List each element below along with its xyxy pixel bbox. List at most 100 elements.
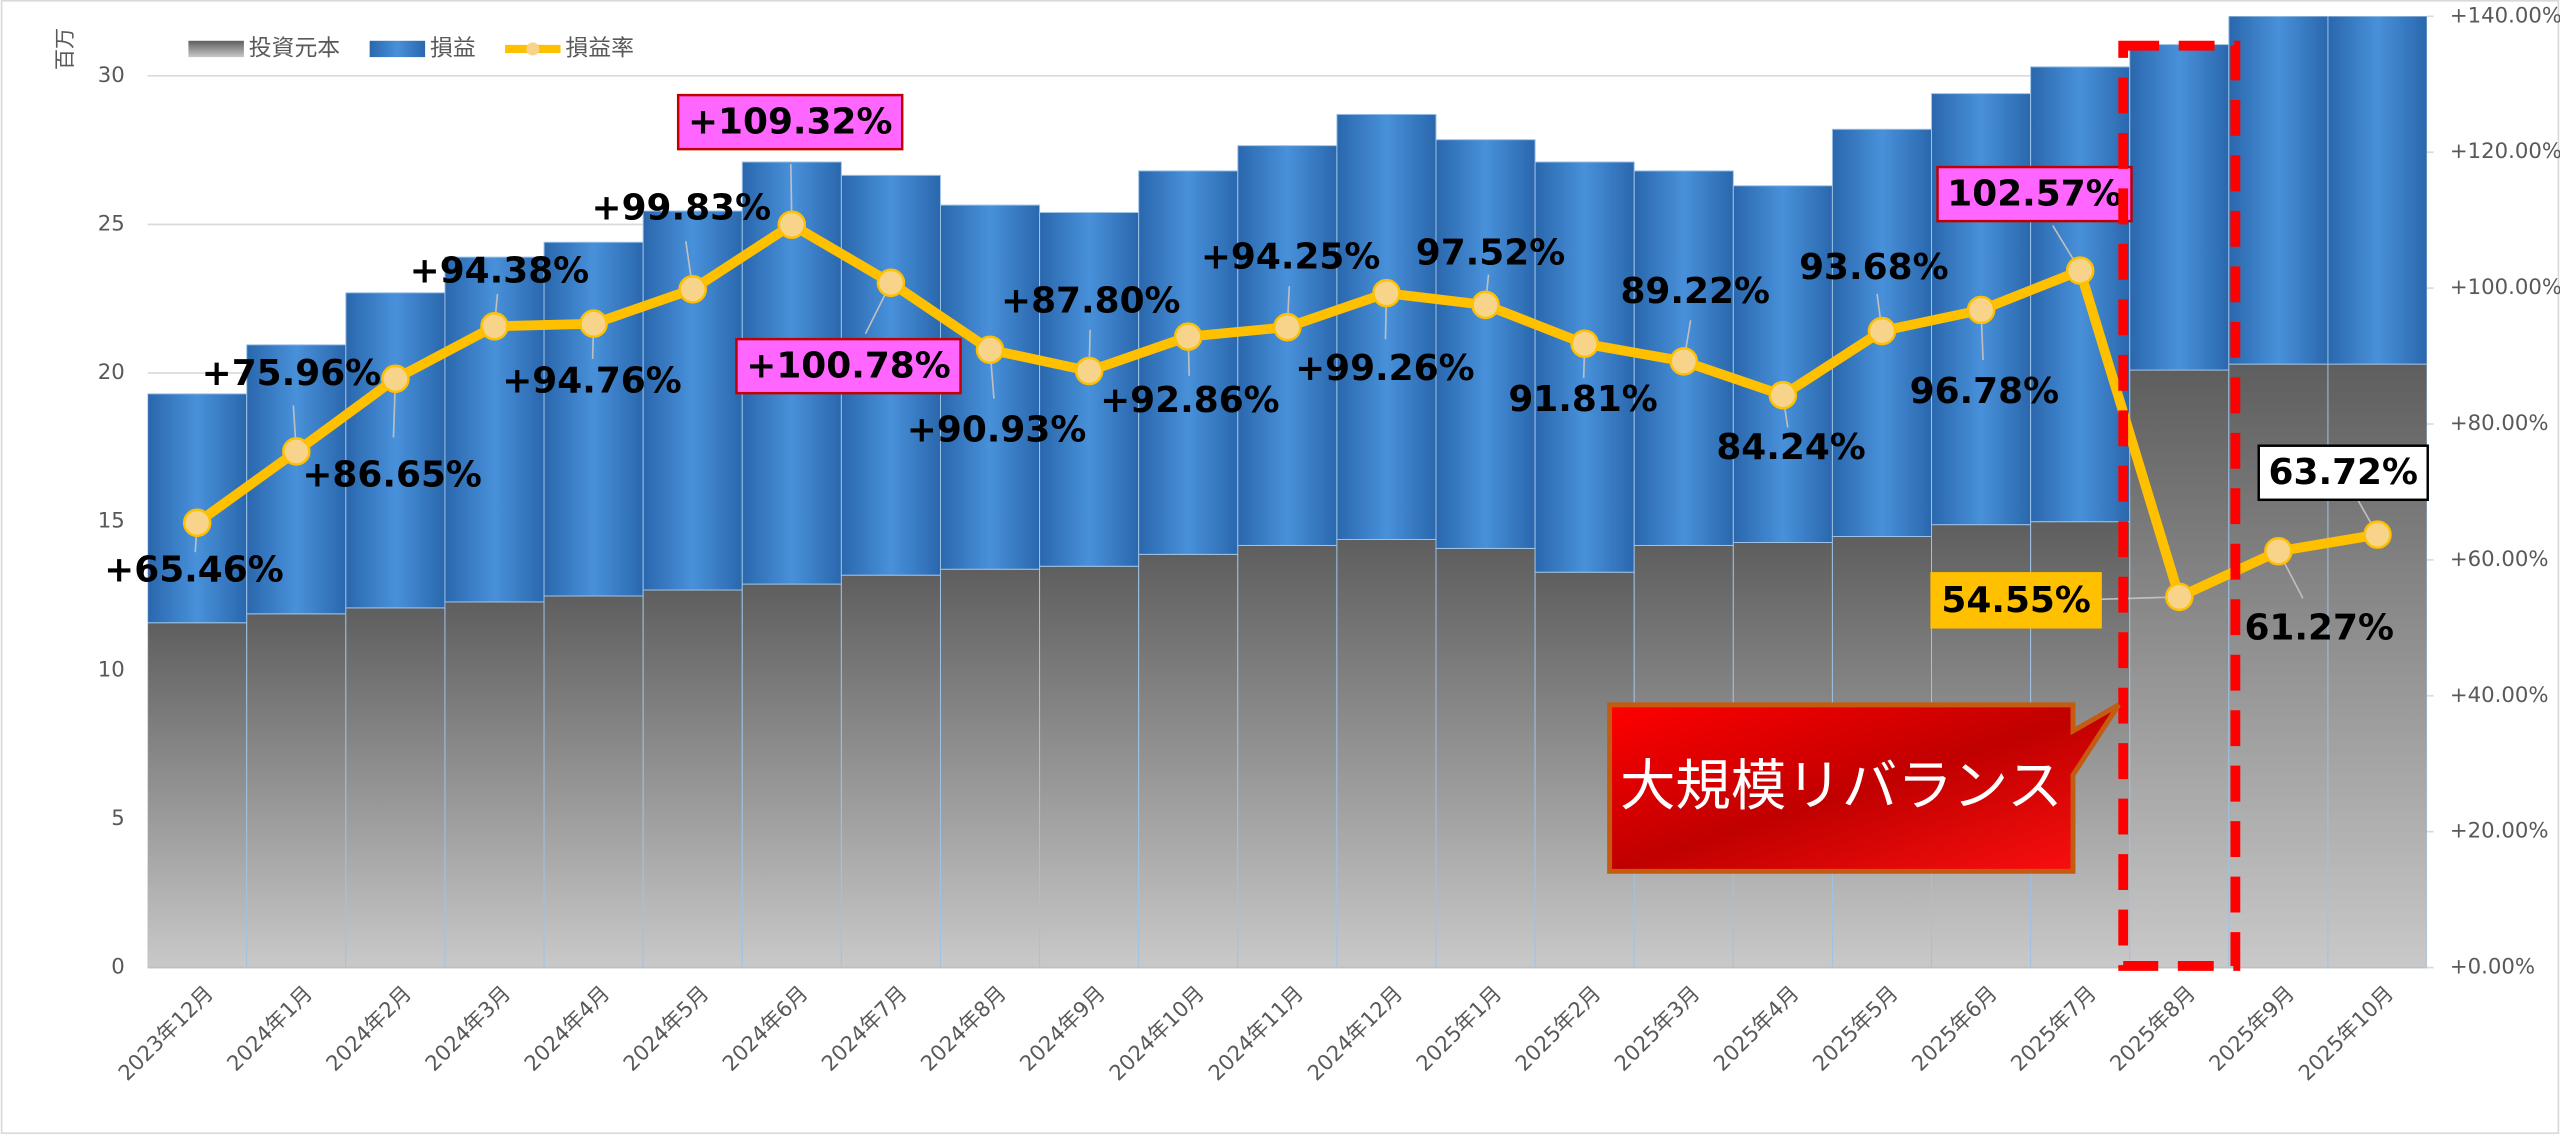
value-label: +100.78% bbox=[746, 346, 950, 387]
bar bbox=[444, 601, 545, 968]
label-box bbox=[735, 337, 962, 395]
bar bbox=[1039, 212, 1140, 567]
value-label: 97.52% bbox=[1416, 232, 1565, 273]
value-label: 102.57% bbox=[1947, 174, 2121, 215]
bar bbox=[1039, 565, 1140, 968]
bar bbox=[1732, 185, 1833, 543]
marker bbox=[1074, 356, 1104, 386]
marker bbox=[1273, 312, 1302, 342]
label-box bbox=[676, 93, 904, 151]
value-label: 91.81% bbox=[1508, 379, 1657, 420]
marker bbox=[678, 274, 707, 304]
value-label: +99.26% bbox=[1295, 348, 1474, 389]
marker bbox=[2264, 536, 2293, 566]
bar bbox=[741, 583, 842, 968]
label-box bbox=[2257, 444, 2429, 501]
marker bbox=[2165, 582, 2194, 612]
marker bbox=[480, 312, 509, 341]
y2-tick-label: +20.00% bbox=[2450, 819, 2549, 844]
legend-swatch bbox=[369, 40, 426, 58]
y-tick-label: 25 bbox=[98, 211, 125, 236]
y-tick-label: 5 bbox=[111, 806, 125, 831]
value-label: +109.32% bbox=[688, 102, 892, 143]
bar bbox=[2030, 66, 2131, 523]
bar bbox=[1435, 139, 1536, 549]
value-label: 61.27% bbox=[2244, 608, 2393, 649]
value-label: +75.96% bbox=[202, 353, 381, 394]
bar bbox=[147, 393, 248, 624]
annotation-box bbox=[1607, 702, 2121, 874]
bar bbox=[543, 241, 644, 597]
marker bbox=[975, 335, 1005, 365]
bar bbox=[1237, 544, 1338, 968]
y-tick-label: 0 bbox=[111, 955, 125, 980]
bar bbox=[939, 568, 1041, 968]
marker bbox=[182, 508, 212, 538]
value-label: +65.46% bbox=[104, 550, 283, 591]
value-label: 84.24% bbox=[1716, 427, 1865, 468]
marker bbox=[1570, 329, 1599, 359]
label-box bbox=[1930, 572, 2102, 629]
marker bbox=[2363, 520, 2392, 549]
value-label: +94.25% bbox=[1201, 237, 1380, 278]
bar bbox=[1138, 553, 1239, 968]
value-label: +99.83% bbox=[592, 187, 771, 228]
y2-tick-label: +0.00% bbox=[2450, 955, 2535, 980]
marker bbox=[777, 210, 807, 240]
y2-tick-label: +100.00% bbox=[2450, 275, 2560, 300]
value-label: 93.68% bbox=[1799, 247, 1948, 288]
marker bbox=[1768, 380, 1798, 410]
value-label: +86.65% bbox=[302, 455, 481, 496]
y-tick-label: 30 bbox=[98, 63, 125, 88]
legend-swatch bbox=[526, 42, 540, 56]
y2-tick-label: +140.00% bbox=[2450, 3, 2560, 28]
marker bbox=[2065, 256, 2095, 285]
bar bbox=[2327, 16, 2428, 365]
y-tick-label: 15 bbox=[98, 509, 125, 534]
marker bbox=[1173, 322, 1203, 351]
bar bbox=[1336, 539, 1437, 968]
highlight-box bbox=[2118, 40, 2241, 971]
marker bbox=[1867, 316, 1897, 346]
bar bbox=[444, 256, 545, 603]
value-label: 89.22% bbox=[1620, 271, 1769, 312]
bar bbox=[345, 607, 446, 968]
legend-label: 投資元本 bbox=[249, 35, 340, 61]
marker bbox=[579, 309, 608, 338]
bar bbox=[2129, 369, 2230, 968]
y2-tick-label: +80.00% bbox=[2450, 411, 2549, 436]
bar bbox=[2228, 16, 2329, 365]
value-label: 54.55% bbox=[1941, 580, 2090, 621]
marker bbox=[1966, 295, 1996, 325]
y-tick-label: 20 bbox=[98, 360, 125, 385]
legend-label: 損益率 bbox=[565, 35, 633, 61]
bar bbox=[246, 613, 347, 968]
marker bbox=[1372, 278, 1401, 308]
y2-tick-label: +40.00% bbox=[2450, 683, 2549, 708]
marker bbox=[381, 364, 410, 394]
value-label: +87.80% bbox=[1001, 280, 1180, 321]
bar bbox=[840, 574, 941, 968]
value-label: +94.38% bbox=[410, 250, 589, 291]
bar bbox=[345, 292, 446, 609]
value-label: +90.93% bbox=[907, 409, 1086, 450]
bar bbox=[2129, 44, 2230, 371]
label-box bbox=[1936, 165, 2133, 223]
bar bbox=[1237, 145, 1338, 546]
legend-swatch bbox=[188, 40, 244, 58]
bar bbox=[642, 210, 743, 591]
marker bbox=[282, 437, 311, 466]
bar bbox=[1435, 547, 1536, 968]
y2-tick-label: +120.00% bbox=[2450, 139, 2560, 164]
y2-tick-label: +60.00% bbox=[2450, 547, 2549, 572]
y-tick-label: 10 bbox=[98, 657, 125, 682]
bar bbox=[147, 622, 248, 968]
value-label: 96.78% bbox=[1910, 371, 2059, 412]
bar bbox=[543, 595, 644, 968]
annotation: 大規模リバランス bbox=[1607, 702, 2121, 874]
marker bbox=[1471, 290, 1500, 320]
value-label: 63.72% bbox=[2269, 452, 2418, 493]
legend-label: 損益 bbox=[430, 35, 476, 61]
bar bbox=[642, 589, 743, 968]
